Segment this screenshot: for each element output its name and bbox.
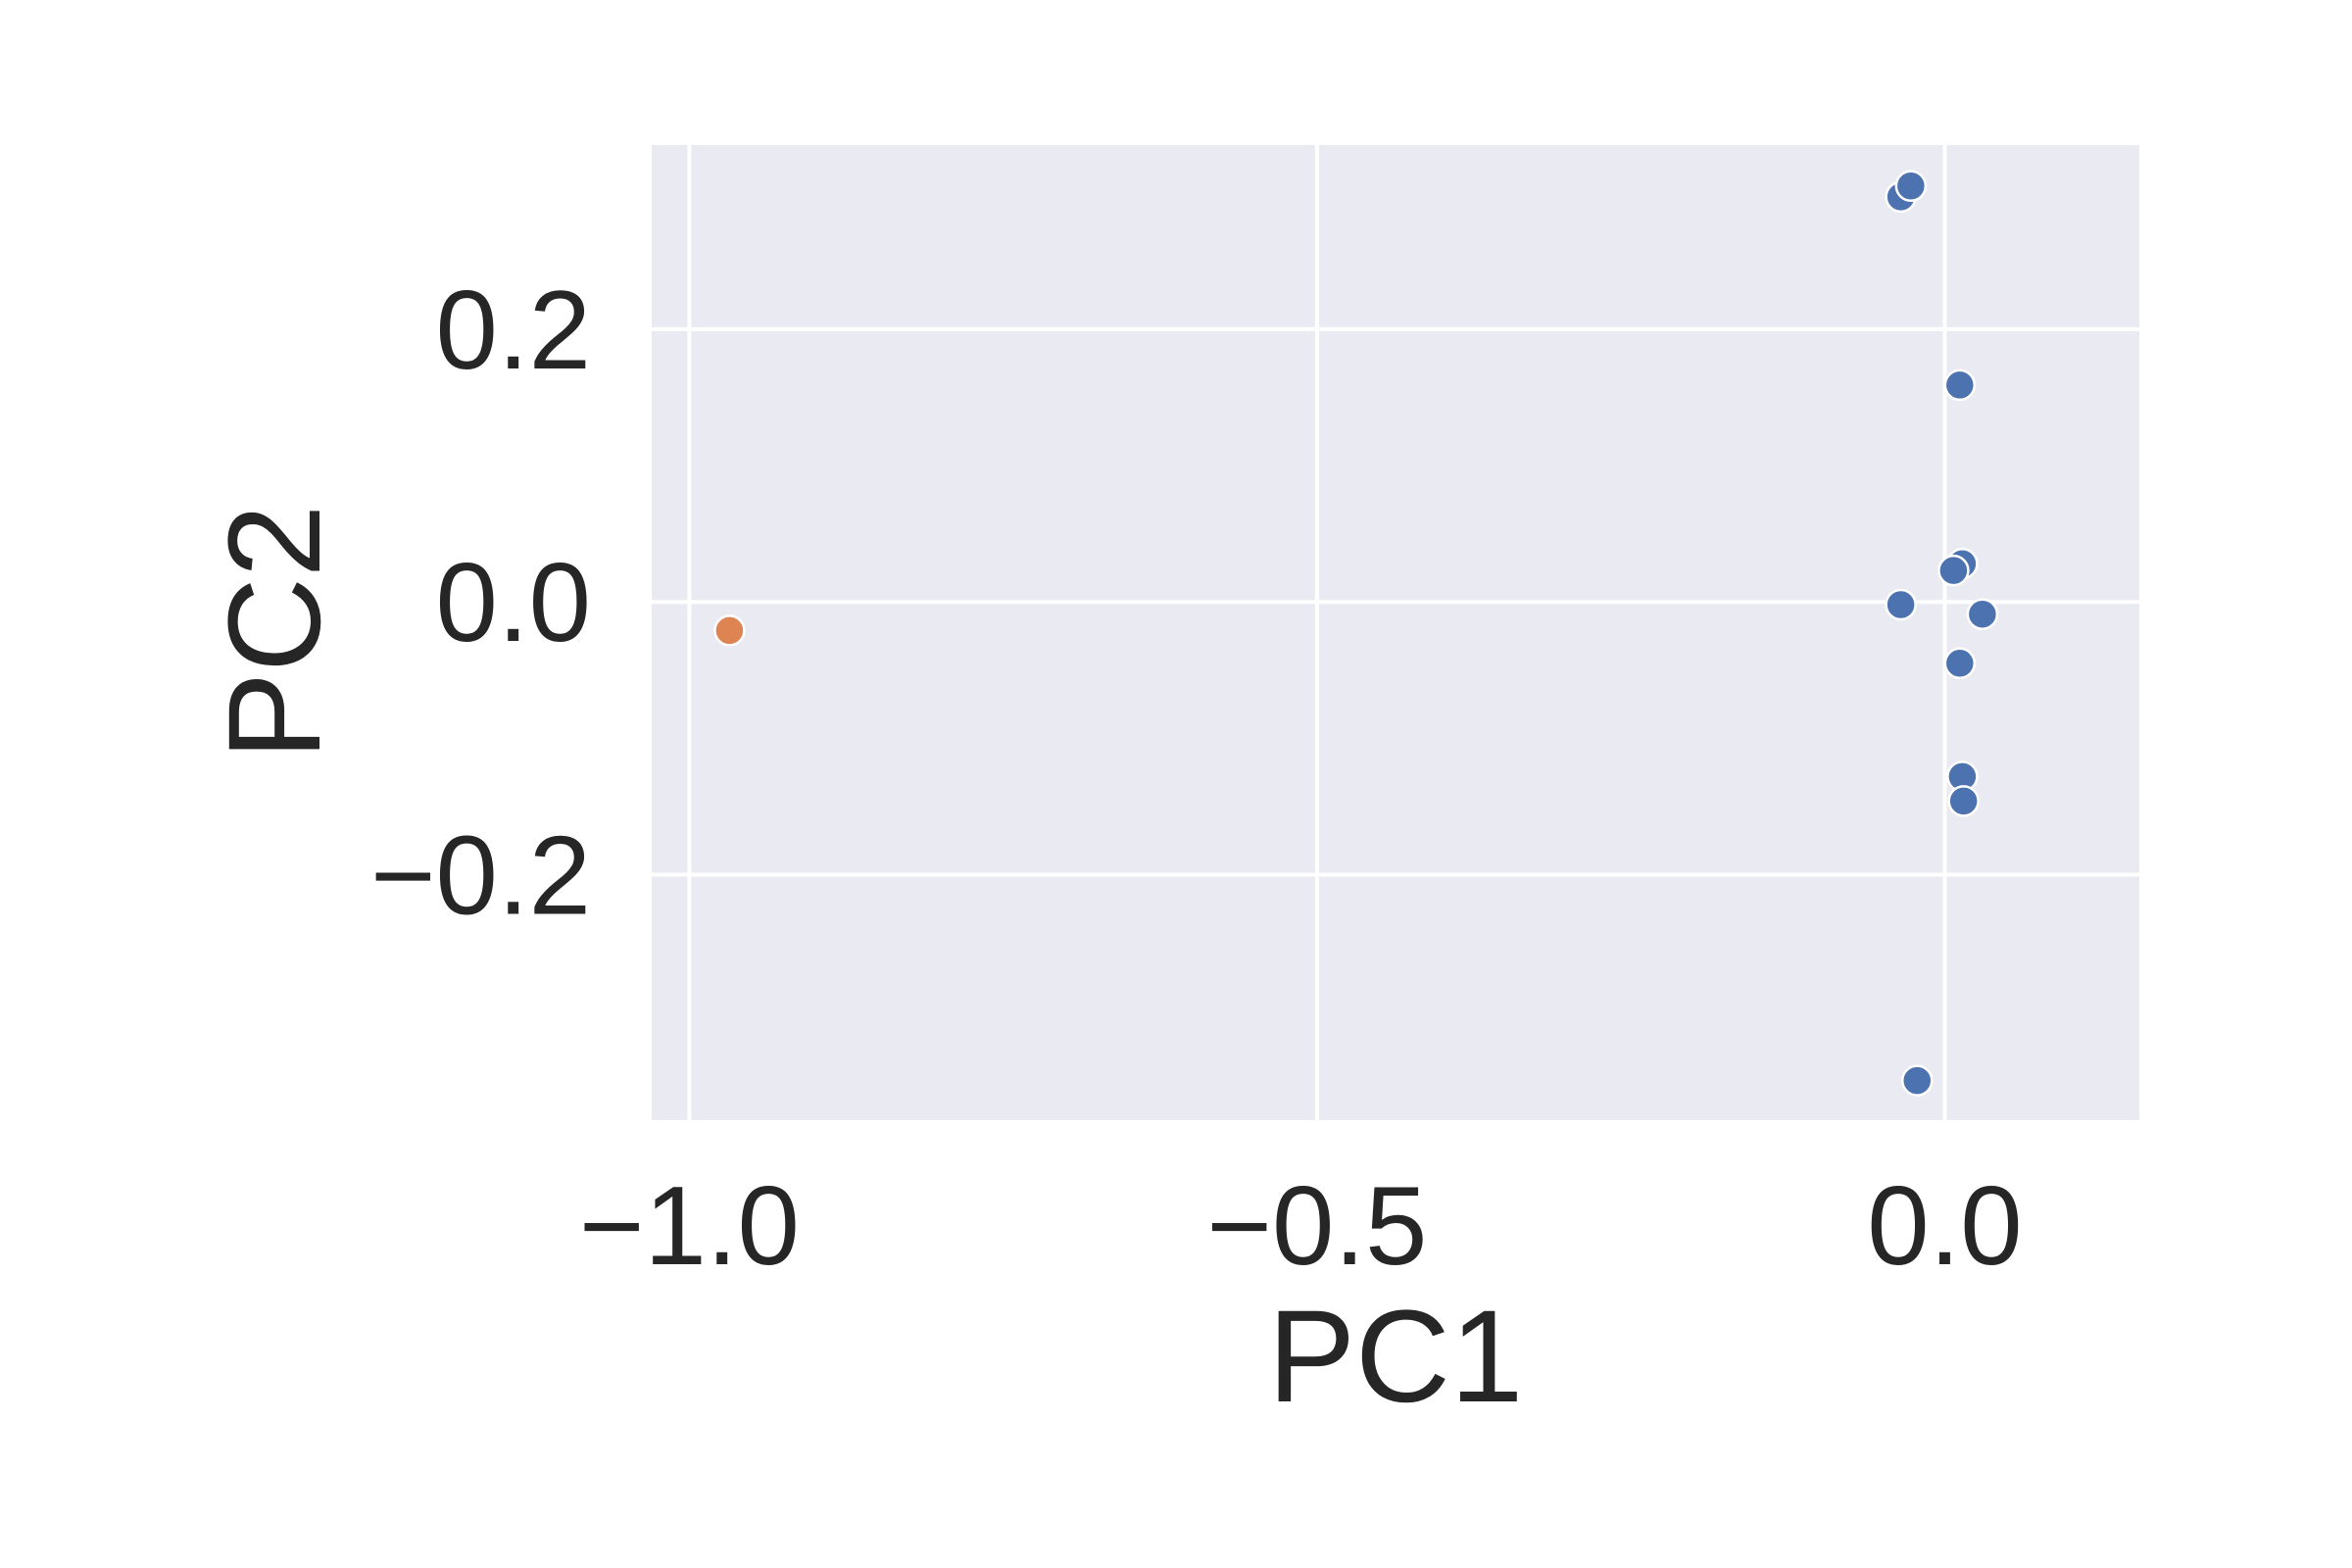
data-point: [1966, 598, 1999, 630]
plot-background: [652, 145, 2139, 1120]
y-axis-label: PC2: [202, 505, 348, 760]
data-point: [1937, 554, 1970, 587]
data-point: [1947, 785, 1980, 817]
data-point: [1894, 170, 1928, 202]
x-tick-labels: −1.0 −0.5 0.0: [579, 1164, 2023, 1289]
y-tick-label: −0.2: [370, 814, 591, 939]
data-point: [1885, 588, 1917, 621]
y-tick-label: 0.0: [436, 541, 591, 665]
x-axis-label: PC1: [1268, 1284, 1524, 1430]
x-tick-label: 0.0: [1867, 1164, 2022, 1289]
data-point: [1943, 647, 1977, 680]
y-tick-labels: −0.2 0.0 0.2: [370, 269, 591, 939]
data-point: [1901, 1064, 1934, 1097]
data-points: [713, 170, 1999, 1097]
data-point: [1943, 368, 1977, 402]
grid-lines: [652, 145, 2139, 1120]
x-tick-label: −0.5: [1206, 1164, 1427, 1289]
data-point: [713, 614, 746, 647]
x-tick-label: −1.0: [579, 1164, 800, 1289]
y-tick-label: 0.2: [436, 269, 591, 393]
